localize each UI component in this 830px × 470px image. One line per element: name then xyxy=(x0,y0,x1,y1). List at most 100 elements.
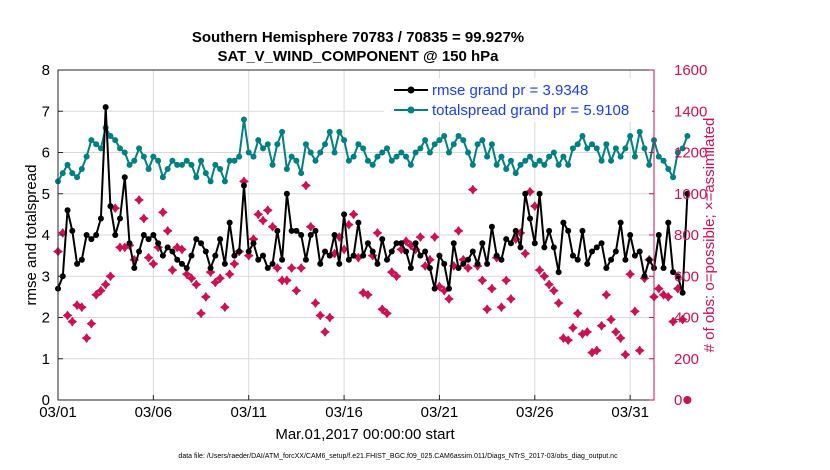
obs-point xyxy=(296,263,306,273)
obs-point xyxy=(91,290,101,300)
rmse-point xyxy=(345,256,352,263)
y-left-tick-label: 5 xyxy=(42,186,50,203)
rmse-point xyxy=(116,215,123,222)
obs-point xyxy=(616,333,626,343)
rmse-point xyxy=(279,256,286,263)
obs-point xyxy=(358,288,368,298)
y-left-tick-label: 4 xyxy=(42,227,50,244)
obs-point xyxy=(325,312,335,323)
x-tick-label: 03/11 xyxy=(231,404,267,421)
totalspread-point xyxy=(379,149,386,156)
rmse-point xyxy=(450,240,457,247)
y-axis-left-label: rmse and totalspread xyxy=(23,165,40,306)
obs-point xyxy=(658,290,669,300)
legend-rmse-marker xyxy=(407,86,415,94)
totalspread-point xyxy=(426,149,433,156)
rmse-point xyxy=(155,240,162,247)
totalspread-point xyxy=(522,157,529,164)
rmse-point xyxy=(169,248,176,255)
obs-point xyxy=(592,345,602,356)
obs-point xyxy=(101,279,111,290)
totalspread-point xyxy=(484,153,491,160)
totalspread-point xyxy=(374,153,381,160)
obs-point xyxy=(105,271,116,281)
rmse-point xyxy=(445,285,452,292)
totalspread-point xyxy=(536,157,543,164)
totalspread-point xyxy=(131,157,138,164)
obs-point xyxy=(506,294,516,304)
rmse-point xyxy=(479,240,486,247)
obs-point xyxy=(182,269,192,279)
totalspread-point xyxy=(369,161,376,168)
rmse-point xyxy=(360,252,367,259)
obs-point xyxy=(549,286,559,296)
legend-spread-marker xyxy=(407,106,415,114)
rmse-point xyxy=(260,252,267,259)
rmse-point xyxy=(631,252,638,259)
obs-point xyxy=(582,327,592,337)
totalspread-point xyxy=(460,137,467,144)
rmse-point xyxy=(112,232,119,238)
totalspread-point xyxy=(350,153,357,160)
obs-point xyxy=(625,269,635,279)
chart-subtitle: SAT_V_WIND_COMPONENT @ 150 hPa xyxy=(217,48,499,65)
rmse-point xyxy=(608,256,615,263)
obs-point xyxy=(611,327,621,337)
y-right-tick-label: 0 xyxy=(674,392,682,409)
rmse-point xyxy=(379,236,386,243)
totalspread-point xyxy=(355,141,362,148)
rmse-point xyxy=(503,236,510,243)
rmse-point xyxy=(684,190,691,197)
obs-point xyxy=(363,290,373,300)
obs-point xyxy=(620,350,630,360)
totalspread-point xyxy=(183,157,190,164)
rmse-point xyxy=(488,223,495,230)
rmse-point xyxy=(355,219,362,226)
y-right-tick-label: 600 xyxy=(674,268,699,285)
obs-point xyxy=(244,251,254,261)
totalspread-point xyxy=(507,157,514,164)
totalspread-point xyxy=(207,178,214,185)
rmse-point xyxy=(217,236,224,243)
y-left-tick-label: 7 xyxy=(42,103,50,120)
totalspread-point xyxy=(398,149,405,156)
obs-point xyxy=(291,286,301,296)
y-left-tick-label: 3 xyxy=(42,268,50,285)
totalspread-point xyxy=(431,141,438,148)
totalspread-point xyxy=(603,141,610,148)
totalspread-point xyxy=(341,137,348,144)
totalspread-point xyxy=(188,161,195,168)
rmse-point xyxy=(341,211,348,218)
obs-point xyxy=(349,209,359,219)
rmse-point xyxy=(202,248,209,255)
totalspread-point xyxy=(279,128,286,135)
totalspread-point xyxy=(269,161,276,168)
obs-point xyxy=(382,308,392,318)
rmse-point xyxy=(512,227,519,234)
rmse-point xyxy=(393,240,400,247)
x-tick-label: 03/06 xyxy=(135,404,173,421)
obs-point xyxy=(630,306,640,316)
obs-point xyxy=(434,281,445,292)
obs-point xyxy=(525,187,535,197)
obs-point xyxy=(683,396,692,404)
totalspread-point xyxy=(584,145,591,152)
rmse-point xyxy=(283,190,290,197)
totalspread-point xyxy=(112,137,119,144)
obs-point xyxy=(253,209,263,219)
totalspread-point xyxy=(565,161,572,168)
rmse-point xyxy=(145,236,152,243)
totalspread-point xyxy=(465,149,472,156)
totalspread-point xyxy=(517,161,524,168)
rmse-point xyxy=(274,227,281,234)
rmse-point xyxy=(102,104,109,111)
obs-point xyxy=(215,273,225,283)
totalspread-point xyxy=(674,149,681,156)
rmse-point xyxy=(336,260,343,267)
totalspread-point xyxy=(245,149,252,156)
obs-point xyxy=(258,215,268,226)
totalspread-point xyxy=(302,141,309,148)
rmse-point xyxy=(331,232,338,238)
totalspread-point xyxy=(331,149,338,156)
obs-point xyxy=(167,265,178,275)
